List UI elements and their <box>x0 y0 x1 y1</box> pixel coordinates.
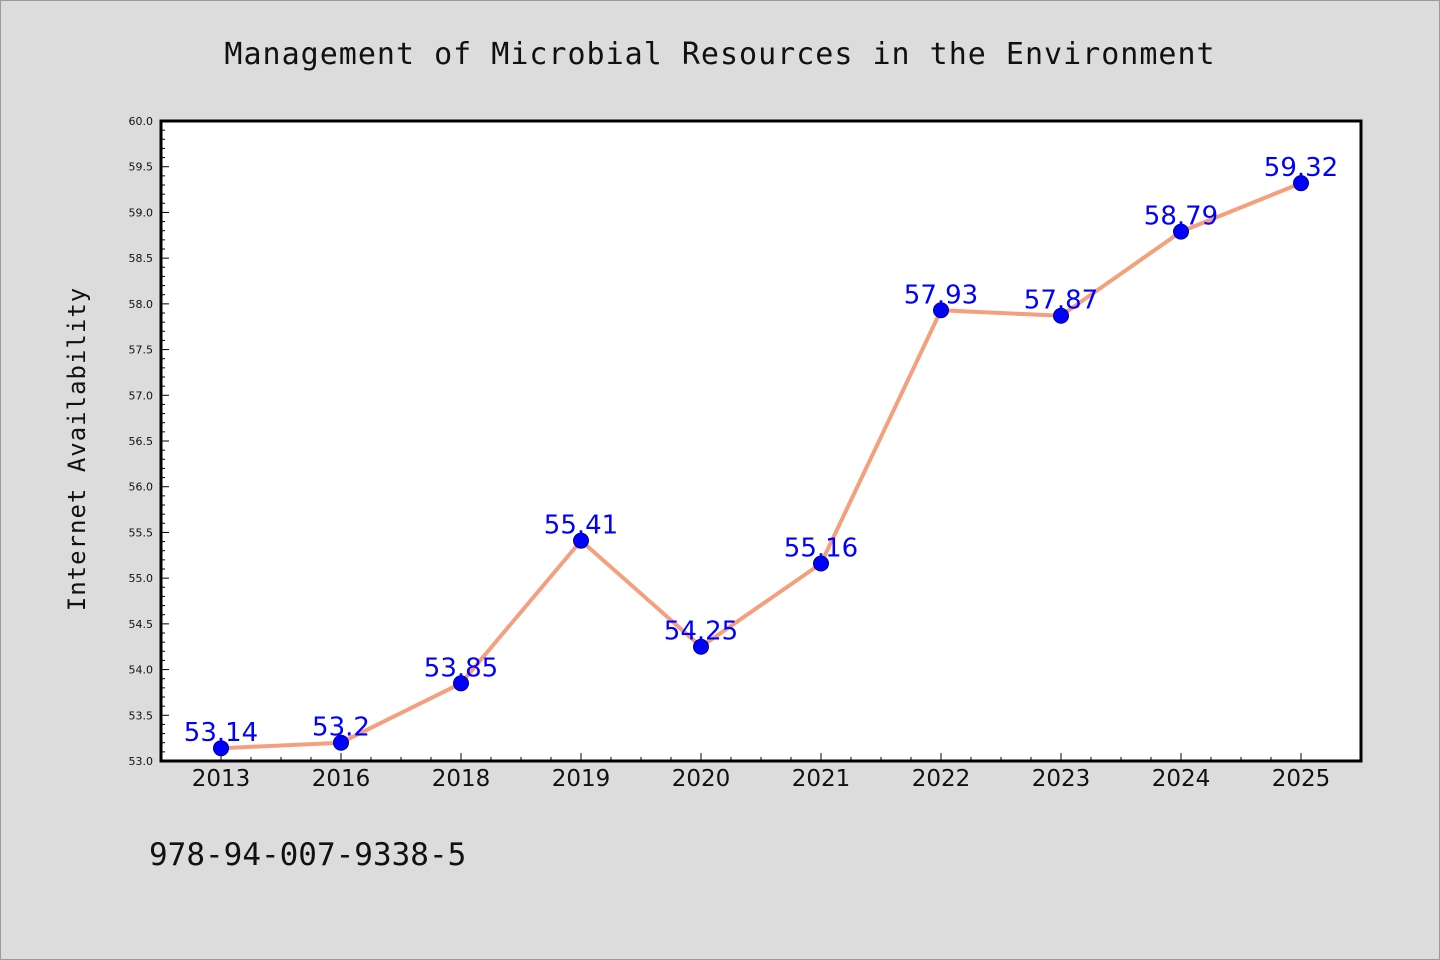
isbn-annotation: 978-94-007-9338-5 <box>149 837 466 873</box>
data-point <box>213 740 229 757</box>
y-tick-label: 55.0 <box>129 572 154 585</box>
data-label: 53.14 <box>184 718 258 748</box>
series-layer <box>213 175 1309 757</box>
x-tick-label: 2016 <box>312 766 371 792</box>
data-label: 58.79 <box>1144 202 1218 232</box>
data-point <box>453 675 469 692</box>
plot-frame <box>159 119 1363 763</box>
data-point <box>573 532 589 549</box>
y-tick-label: 57.5 <box>129 344 154 357</box>
x-tick-label: 2025 <box>1272 766 1331 792</box>
y-axis: 53.0 53.5 54.0 54.5 55.0 55.5 56.0 56.5 57.0 57.5… <box>129 115 169 768</box>
y-tick-label: 54.5 <box>129 618 154 631</box>
x-tick-label: 2019 <box>552 766 611 792</box>
y-tick-label: 60.0 <box>129 115 154 128</box>
chart-title: Management of Microbial Resources in the… <box>224 37 1215 72</box>
y-tick-label: 53.5 <box>129 709 154 722</box>
data-point <box>1173 223 1189 240</box>
x-tick-label: 2024 <box>1152 766 1211 792</box>
plot-area <box>161 121 1361 761</box>
x-tick-label: 2022 <box>912 766 971 792</box>
data-label: 55.41 <box>544 511 618 541</box>
data-point <box>1053 307 1069 324</box>
y-tick-label: 55.5 <box>129 526 154 539</box>
y-tick-label: 59.5 <box>129 161 154 174</box>
y-tick-label: 56.5 <box>129 435 154 448</box>
data-label: 54.25 <box>664 617 738 647</box>
data-point <box>933 302 949 319</box>
data-point <box>333 734 349 751</box>
data-label: 55.16 <box>784 534 858 564</box>
x-tick-label: 2013 <box>192 766 251 792</box>
data-label: 59.32 <box>1264 153 1338 183</box>
x-axis: 2013 2016 2018 2019 2020 2021 2022 2023 2024 2025 <box>192 753 1331 792</box>
x-tick-label: 2018 <box>432 766 491 792</box>
data-label: 53.85 <box>424 653 498 683</box>
series-line <box>219 181 1303 751</box>
data-point <box>693 638 709 655</box>
y-tick-label: 54.0 <box>129 664 154 677</box>
x-tick-label: 2020 <box>672 766 731 792</box>
data-label: 57.93 <box>904 280 978 310</box>
data-point <box>1293 175 1309 192</box>
y-axis-label: Internet Availability <box>63 287 91 611</box>
y-tick-label: 56.0 <box>129 481 154 494</box>
x-tick-label: 2023 <box>1032 766 1091 792</box>
y-tick-label: 59.0 <box>129 206 154 219</box>
x-tick-label: 2021 <box>792 766 851 792</box>
y-tick-label: 57.0 <box>129 389 154 402</box>
data-label: 53.2 <box>312 713 370 743</box>
y-tick-label: 58.5 <box>129 252 154 265</box>
y-tick-label: 53.0 <box>129 755 154 768</box>
data-point <box>813 555 829 572</box>
data-label: 57.87 <box>1024 286 1098 316</box>
y-tick-label: 58.0 <box>129 298 154 311</box>
data-labels: 53.14 53.2 53.85 55.41 54.25 55.16 57.93 57.87 5… <box>184 153 1338 748</box>
